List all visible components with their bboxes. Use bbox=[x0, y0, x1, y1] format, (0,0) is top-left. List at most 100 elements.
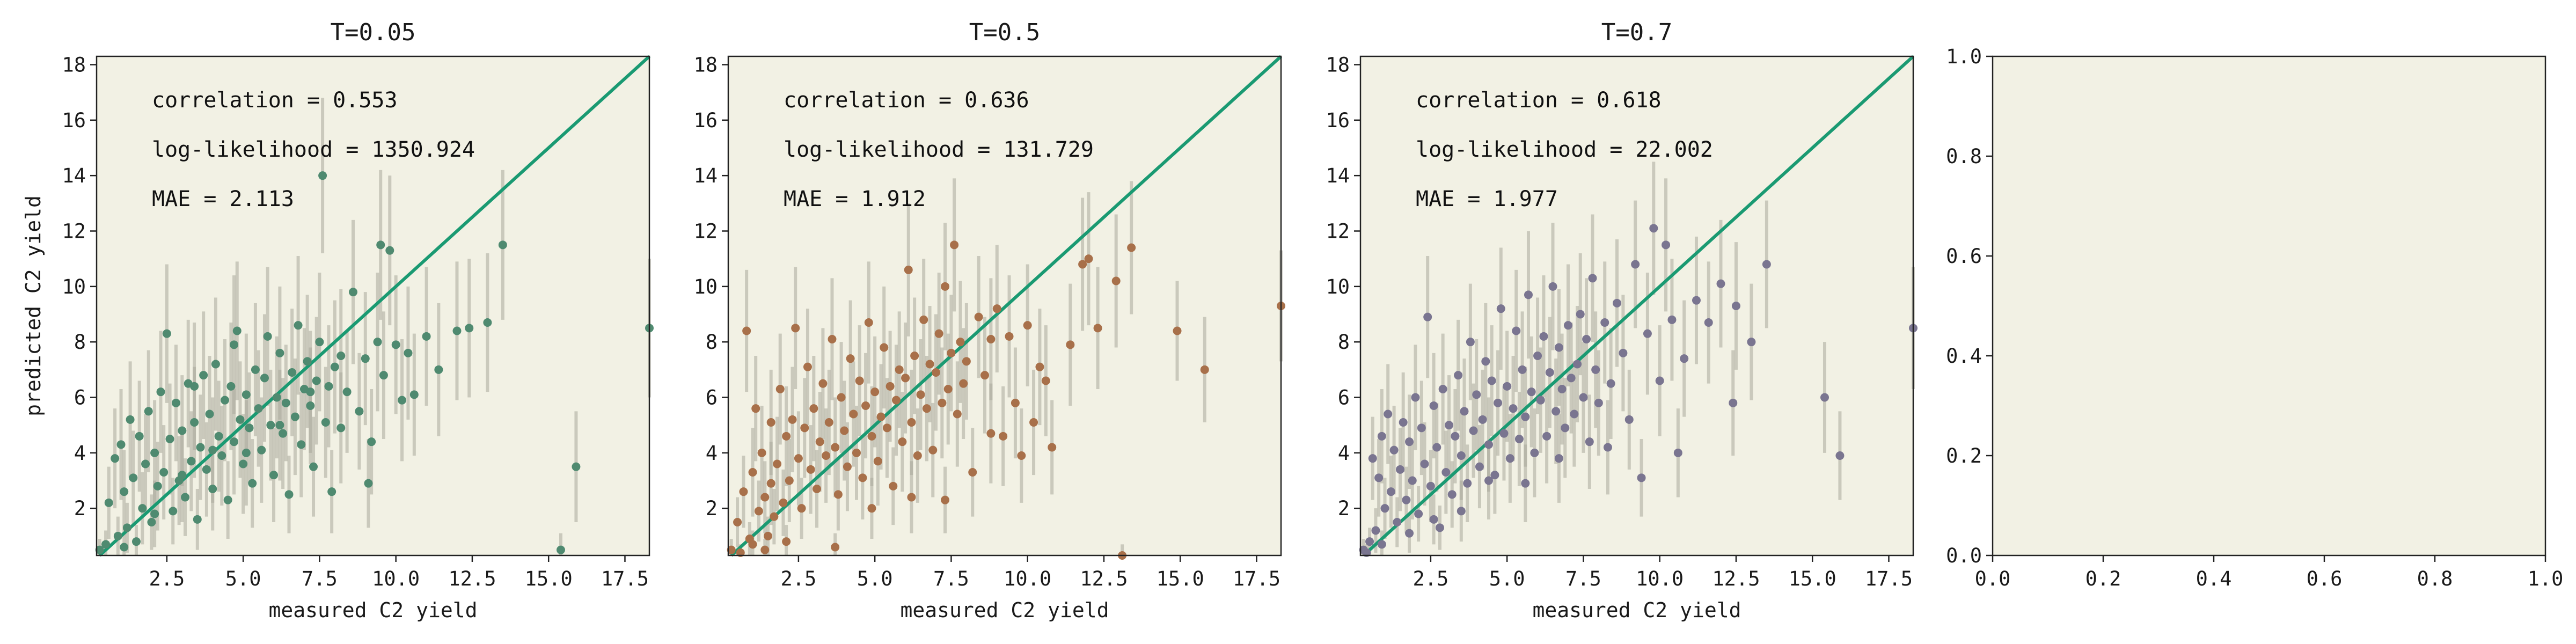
data-point bbox=[782, 431, 791, 441]
data-point bbox=[916, 390, 925, 399]
data-point bbox=[1432, 443, 1441, 452]
data-point bbox=[385, 246, 394, 255]
data-point bbox=[791, 324, 800, 333]
y-tick-label: 6 bbox=[706, 386, 718, 409]
data-point bbox=[813, 485, 822, 493]
data-point bbox=[327, 487, 336, 496]
data-point bbox=[1563, 321, 1572, 330]
data-point bbox=[1384, 409, 1393, 419]
data-point bbox=[809, 404, 818, 413]
data-point bbox=[165, 435, 174, 443]
data-point bbox=[290, 412, 299, 421]
axes-frame bbox=[727, 55, 1282, 557]
data-point bbox=[1377, 540, 1386, 549]
data-point bbox=[101, 540, 111, 549]
data-point bbox=[1377, 431, 1386, 441]
y-tick-label: 14 bbox=[1326, 164, 1350, 187]
x-ticks: 2.5 5.0 7.5 10.0 12.5 15.0 17.5 bbox=[780, 555, 1280, 590]
data-point bbox=[931, 368, 940, 377]
data-point bbox=[1454, 371, 1463, 380]
y-tick-label: 0.4 bbox=[1946, 345, 1982, 368]
data-point bbox=[1441, 468, 1451, 477]
data-point bbox=[895, 365, 904, 374]
data-point bbox=[822, 451, 831, 460]
data-point bbox=[1469, 426, 1478, 435]
data-point bbox=[1478, 415, 1487, 424]
mae-stat: MAE = 1.977 bbox=[1416, 187, 1558, 211]
log-likelihood-stat: log-likelihood = 22.002 bbox=[1416, 137, 1713, 162]
y-tick-label: 12 bbox=[62, 220, 86, 243]
data-point bbox=[1023, 321, 1032, 330]
y-tick-label: 18 bbox=[62, 54, 86, 77]
data-point bbox=[241, 390, 251, 399]
data-point bbox=[312, 376, 321, 385]
data-point bbox=[1762, 260, 1771, 269]
data-point bbox=[1579, 393, 1588, 402]
data-point bbox=[1399, 418, 1408, 427]
data-point bbox=[1374, 473, 1384, 482]
data-point bbox=[187, 457, 196, 466]
log-likelihood-stat: log-likelihood = 1350.924 bbox=[152, 137, 475, 162]
data-point bbox=[959, 379, 968, 388]
y-tick-label: 6 bbox=[1338, 386, 1350, 409]
data-point bbox=[885, 382, 895, 391]
data-point bbox=[318, 171, 327, 180]
data-point bbox=[910, 352, 919, 360]
data-points bbox=[95, 171, 654, 554]
data-point bbox=[266, 421, 275, 430]
data-point bbox=[1747, 338, 1756, 347]
data-point bbox=[131, 537, 141, 546]
data-point bbox=[907, 418, 916, 427]
y-tick-label: 8 bbox=[706, 331, 718, 354]
data-point bbox=[275, 421, 284, 430]
data-point bbox=[181, 493, 190, 502]
data-point bbox=[1557, 385, 1567, 393]
data-point bbox=[1426, 481, 1435, 491]
data-point bbox=[1509, 404, 1518, 413]
data-point bbox=[379, 371, 388, 380]
data-point bbox=[288, 368, 297, 377]
data-point bbox=[159, 468, 169, 477]
data-point bbox=[1518, 365, 1527, 374]
x-tick-label: 5.0 bbox=[857, 567, 893, 590]
data-point bbox=[947, 348, 956, 357]
data-point bbox=[284, 490, 294, 499]
data-point bbox=[156, 387, 165, 397]
data-point bbox=[1496, 304, 1505, 313]
data-point bbox=[113, 531, 122, 540]
data-point bbox=[968, 468, 977, 477]
data-point bbox=[1365, 537, 1374, 546]
data-point bbox=[1680, 354, 1689, 363]
data-point bbox=[138, 504, 147, 513]
data-point bbox=[849, 409, 858, 419]
data-point bbox=[953, 409, 962, 419]
data-point bbox=[1405, 529, 1414, 538]
data-point bbox=[260, 374, 269, 383]
data-point bbox=[870, 387, 880, 397]
data-point bbox=[1417, 423, 1426, 433]
data-point bbox=[376, 240, 385, 250]
data-point bbox=[269, 471, 279, 480]
data-point bbox=[434, 365, 443, 374]
x-tick-label: 12.5 bbox=[1712, 567, 1760, 590]
data-point bbox=[199, 371, 208, 380]
x-ticks: 0.0 0.2 0.4 0.6 0.8 1.0 bbox=[1975, 555, 2563, 590]
y-tick-label: 2 bbox=[706, 497, 718, 520]
data-point bbox=[1512, 326, 1521, 335]
data-point bbox=[867, 504, 876, 513]
data-point bbox=[391, 340, 400, 349]
x-tick-label: 2.5 bbox=[780, 567, 816, 590]
x-axis-label: measured C2 yield bbox=[1533, 598, 1741, 622]
data-point bbox=[898, 437, 907, 447]
data-point bbox=[1457, 451, 1466, 460]
data-point bbox=[281, 398, 290, 407]
data-point bbox=[309, 462, 318, 471]
data-point bbox=[824, 418, 833, 427]
axes-frame bbox=[1359, 55, 1914, 557]
data-point bbox=[818, 379, 828, 388]
data-point bbox=[751, 404, 760, 413]
data-point bbox=[153, 481, 162, 491]
data-point bbox=[422, 332, 431, 341]
data-point bbox=[855, 376, 864, 385]
